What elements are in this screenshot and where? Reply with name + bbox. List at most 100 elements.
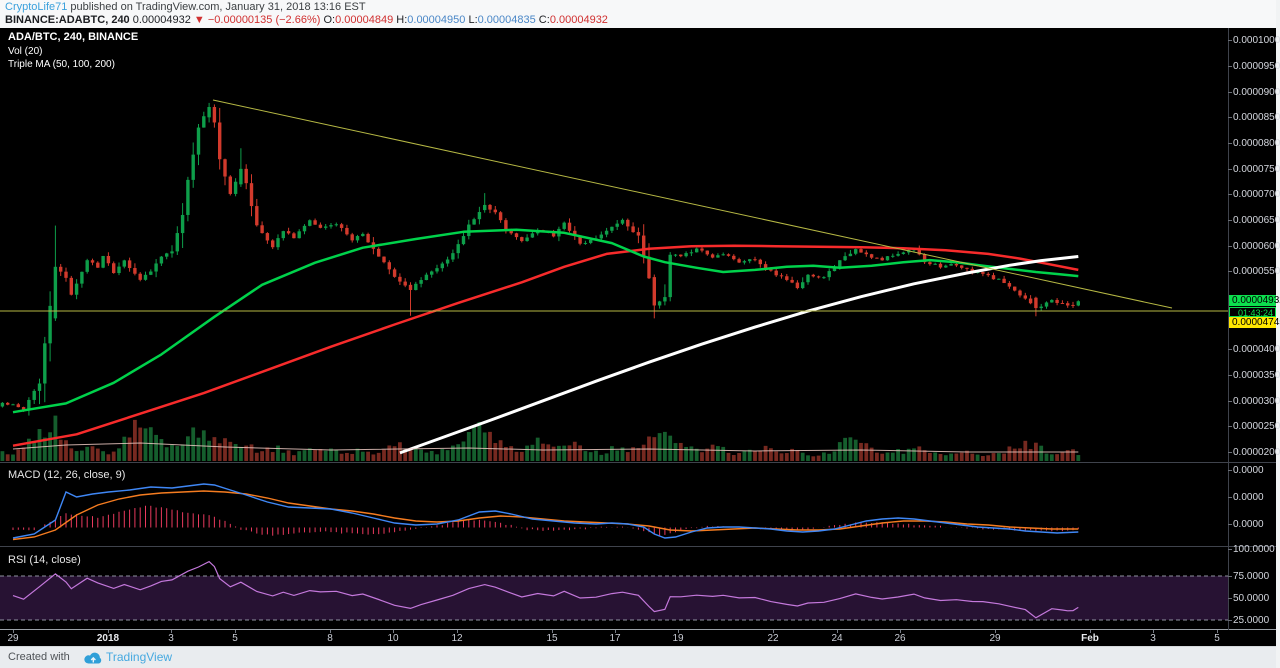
alert-price-badge: 0.00004745	[1229, 317, 1280, 328]
snapshot-header: CryptoLife71 published on TradingView.co…	[0, 0, 1280, 28]
time-tick-label: 24	[831, 633, 843, 644]
low-label: L:	[465, 14, 478, 26]
time-tick	[900, 630, 901, 633]
low-value: 0.00004835	[477, 14, 536, 26]
axis-tick	[1228, 66, 1232, 67]
time-tick	[615, 630, 616, 633]
macd-tick-label: 0.0000	[1233, 519, 1264, 530]
axis-tick	[1228, 271, 1232, 272]
axis-tick	[1228, 143, 1232, 144]
chart-legend: ADA/BTC, 240, BINANCE Vol (20) Triple MA…	[8, 31, 138, 72]
time-tick	[108, 630, 109, 633]
price-pane[interactable]	[0, 28, 1228, 462]
time-tick-label: 10	[387, 633, 399, 644]
close-value: 0.00004932	[549, 14, 608, 26]
time-tick-label: 19	[672, 633, 684, 644]
bar-countdown: 01:43:24	[1229, 307, 1276, 318]
time-tick	[1090, 630, 1091, 633]
macd-pane-label[interactable]: MACD (12, 26, close, 9)	[8, 469, 126, 481]
time-tick	[393, 630, 394, 633]
rsi-tick-label: 75.0000	[1233, 571, 1270, 582]
axis-tick	[1228, 349, 1232, 350]
axis-tick	[1228, 524, 1232, 525]
axis-tick	[1228, 470, 1232, 471]
time-tick-label: 8	[327, 633, 333, 644]
time-tick-label: 3	[168, 633, 174, 644]
time-tick-label: 15	[546, 633, 558, 644]
legend-triple-ma-indicator[interactable]: Triple MA (50, 100, 200)	[8, 59, 115, 70]
time-tick	[1217, 630, 1218, 633]
price-axis-border	[1228, 28, 1229, 630]
rsi-tick-label: 25.0000	[1233, 615, 1270, 626]
time-tick	[330, 630, 331, 633]
page-right-margin	[1276, 0, 1280, 668]
axis-tick	[1228, 620, 1232, 621]
time-tick	[235, 630, 236, 633]
rsi-pane[interactable]	[0, 547, 1228, 629]
chart-area[interactable]: ADA/BTC, 240, BINANCE Vol (20) Triple MA…	[0, 28, 1280, 646]
author-link[interactable]: CryptoLife71	[5, 1, 68, 13]
high-label: H:	[393, 14, 408, 26]
rsi-tick-label: 100.0000	[1233, 544, 1275, 555]
time-tick	[678, 630, 679, 633]
axis-tick	[1228, 40, 1232, 41]
axis-tick	[1228, 117, 1232, 118]
axis-tick	[1228, 426, 1232, 427]
time-tick-label: 5	[232, 633, 238, 644]
time-tick-label: 22	[767, 633, 779, 644]
axis-tick	[1228, 497, 1232, 498]
axis-tick	[1228, 452, 1232, 453]
snapshot-footer: Created with TradingView	[0, 646, 1280, 668]
created-with-text: Created with	[8, 651, 70, 663]
tradingview-brand-link[interactable]: TradingView	[106, 650, 173, 664]
price-change: ▼ −0.00000135 (−2.66%)	[193, 14, 321, 26]
time-tick	[837, 630, 838, 633]
macd-pane[interactable]	[0, 463, 1228, 546]
macd-tick-label: 0.0000	[1233, 465, 1264, 476]
open-value: 0.00004849	[335, 14, 394, 26]
pane-divider-rsi[interactable]	[0, 546, 1276, 547]
axis-tick	[1228, 576, 1232, 577]
time-tick-label: 12	[451, 633, 463, 644]
open-label: O:	[320, 14, 336, 26]
time-tick-label: 29	[7, 633, 19, 644]
legend-symbol[interactable]: ADA/BTC, 240, BINANCE	[8, 31, 139, 43]
rsi-pane-label[interactable]: RSI (14, close)	[8, 554, 81, 566]
time-tick	[171, 630, 172, 633]
axis-tick	[1228, 92, 1232, 93]
time-tick-label: 17	[609, 633, 621, 644]
time-tick	[1153, 630, 1154, 633]
time-tick	[552, 630, 553, 633]
time-tick	[773, 630, 774, 633]
time-tick-label: 29	[989, 633, 1001, 644]
axis-tick	[1228, 220, 1232, 221]
axis-tick	[1228, 549, 1232, 550]
time-tick-label: 3	[1150, 633, 1156, 644]
macd-tick-label: 0.0000	[1233, 492, 1264, 503]
close-label: C:	[535, 14, 550, 26]
axis-tick	[1228, 375, 1232, 376]
axis-tick	[1228, 401, 1232, 402]
time-tick	[995, 630, 996, 633]
symbol-name[interactable]: BINANCE:ADABTC, 240	[5, 14, 130, 26]
pane-divider-macd[interactable]	[0, 462, 1276, 463]
legend-volume-indicator[interactable]: Vol (20)	[8, 45, 43, 57]
last-price-badge: 0.00004932	[1229, 295, 1280, 306]
time-axis-divider	[0, 629, 1276, 630]
time-tick-label: Feb	[1081, 633, 1099, 644]
publish-text: published on TradingView.com, January 31…	[67, 1, 366, 13]
